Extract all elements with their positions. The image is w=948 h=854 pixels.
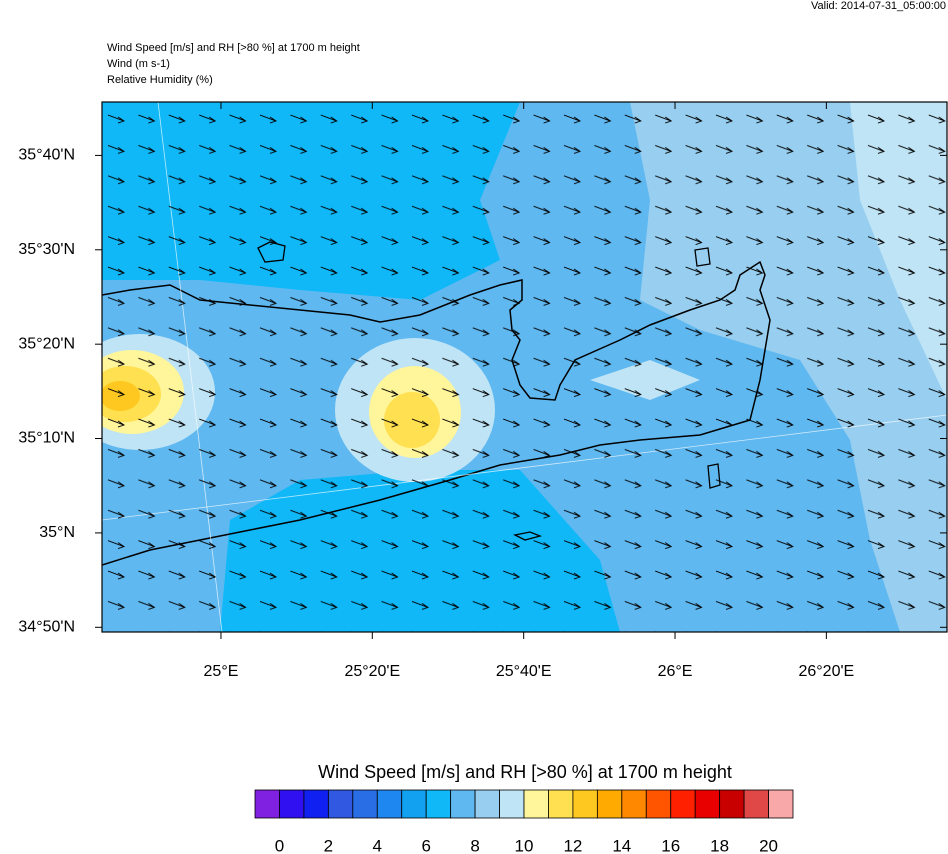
colorbar-box [596,789,623,819]
colorbar-box [425,789,452,819]
x-tick-label: 25°40'E [496,663,552,680]
colorbar-box [572,789,598,819]
header-wind: Wind (m s-1) [107,58,170,70]
valid-time: Valid: 2014-07-31_05:00:00 [811,0,946,12]
colorbar-label: 14 [612,836,631,854]
colorbar-label: 16 [661,836,680,854]
colorbar-label: 6 [421,836,430,854]
y-tick-label: 35°10'N [18,430,75,447]
colorbar-box [719,789,745,819]
colorbar-label: 2 [324,836,333,854]
y-tick-label: 35°N [39,524,75,541]
colorbar-label: 18 [710,836,729,854]
y-tick-label: 35°30'N [18,241,75,258]
x-tick-label: 26°20'E [798,663,854,680]
colorbar-box [694,789,721,819]
header-rh: Relative Humidity (%) [107,74,213,86]
y-tick-label: 35°20'N [18,335,75,352]
colorbar-label: 12 [563,836,582,854]
colorbar-box [670,789,696,819]
y-tick-label: 35°40'N [18,147,75,164]
x-tick-label: 25°20'E [344,663,400,680]
x-tick-label: 25°E [204,663,239,680]
colorbar-box [645,789,672,819]
colorbar-label: 0 [275,836,284,854]
colorbar-label: 4 [373,836,382,854]
colorbar-box [743,789,769,819]
colorbar-label: 10 [515,836,534,854]
colorbar-box [768,789,794,819]
colorbar-title: Wind Speed [m/s] and RH [>80 %] at 1700 … [318,762,732,782]
map-frame [101,101,948,633]
colorbar-box [474,789,500,819]
colorbar-box [352,789,378,819]
colorbar-box [450,789,476,819]
colorbar-box [523,789,549,819]
colorbar-label: 20 [759,836,778,854]
colorbar-box [548,789,574,819]
x-tick-label: 26°E [658,663,693,680]
colorbar-label: 8 [470,836,479,854]
map-field [102,102,947,632]
colorbar-box [499,789,525,819]
colorbar-box [254,789,280,819]
colorbar-box [401,789,427,819]
colorbar-box [621,789,647,819]
y-tick-label: 34°50'N [18,619,75,636]
colorbar-box [279,789,305,819]
colorbar-box [327,789,354,819]
colorbar-box [303,789,329,819]
header-title: Wind Speed [m/s] and RH [>80 %] at 1700 … [107,42,360,54]
colorbar-box [376,789,403,819]
